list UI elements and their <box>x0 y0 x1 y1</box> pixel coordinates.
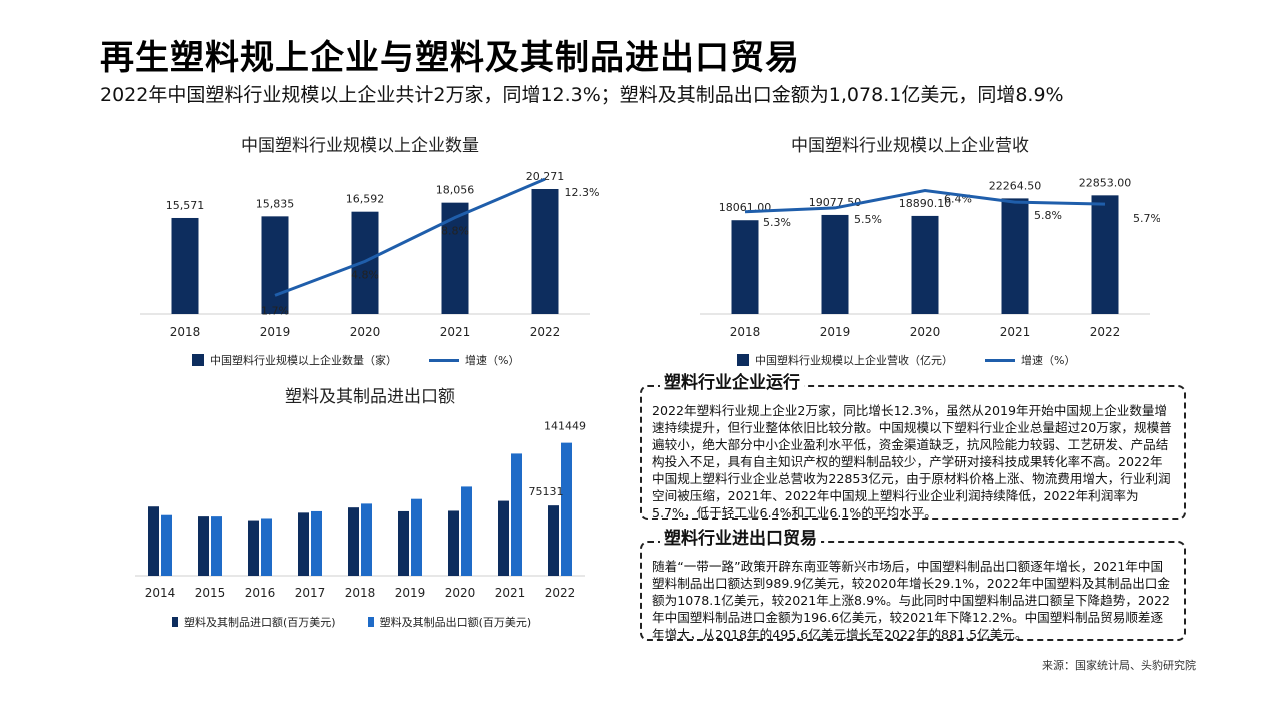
chart3-legend: 塑料及其制品进口额(百万美元) 塑料及其制品出口额(百万美元) <box>172 614 557 630</box>
legend-swatch-export <box>367 617 374 627</box>
chart2-title: 中国塑料行业规模以上企业营收 <box>791 136 1029 156</box>
bar <box>441 202 469 314</box>
legend-label-import: 塑料及其制品进口额(百万美元) <box>184 616 336 629</box>
export-bar <box>561 442 572 576</box>
x-tick-label: 2022 <box>545 586 576 600</box>
growth-rate-label: 8.8% <box>441 225 469 238</box>
export-bar <box>511 453 522 576</box>
import-bar <box>398 510 409 576</box>
growth-rate-label: 5.7% <box>1133 212 1160 225</box>
x-tick-label: 2018 <box>730 325 761 339</box>
import-bar <box>498 500 509 576</box>
import-bar <box>548 505 559 576</box>
bar-value-label: 22264.50 <box>989 179 1042 192</box>
bar-value-label: 20,271 <box>526 170 565 183</box>
x-tick-label: 2020 <box>350 325 381 339</box>
import-bar <box>148 506 159 576</box>
bar <box>261 216 289 314</box>
growth-rate-label: 5.3% <box>763 216 791 229</box>
legend-label-export: 塑料及其制品出口额(百万美元) <box>379 616 532 629</box>
page-title: 再生塑料规上企业与塑料及其制品进出口贸易 <box>100 38 800 78</box>
info-box-trade: 塑料行业进出口贸易 随着“一带一路”政策开辟东南亚等新兴市场后，中国塑料制品出口… <box>640 531 1186 642</box>
chart1-title: 中国塑料行业规模以上企业数量 <box>241 136 479 156</box>
legend-label-growth: 增速（%） <box>465 354 520 367</box>
import-bar <box>298 512 309 576</box>
export-bar <box>261 518 272 576</box>
bar <box>911 215 939 314</box>
info-box-trade-title: 塑料行业进出口贸易 <box>660 531 821 548</box>
import-bar <box>448 510 459 576</box>
x-tick-label: 2018 <box>345 586 376 600</box>
bar <box>821 214 849 314</box>
chart3-import-export: 2014 2015 2016 2017 2018 2019 2020 2021 2022 7513… <box>135 420 586 600</box>
bar-value-label: 18,056 <box>436 184 475 197</box>
export-bar <box>311 510 322 576</box>
growth-rate-label: 5.5% <box>854 213 882 226</box>
legend-swatch-bar <box>737 354 749 366</box>
legend-label-count: 中国塑料行业规模以上企业数量（家） <box>210 354 397 367</box>
bar-value-label: 22853.00 <box>1079 176 1132 189</box>
import-bar <box>348 507 359 576</box>
chart1-enterprise-count: 15,571 2018 15,835 2019 1.7% 16,592 2020 4.8% 18… <box>140 170 600 339</box>
export-bar <box>161 514 172 576</box>
bar <box>171 217 199 314</box>
page-subtitle: 2022年中国塑料行业规模以上企业共计2万家，同增12.3%；塑料及其制品出口金… <box>100 84 1064 106</box>
legend-swatch-line <box>985 358 1015 362</box>
x-tick-label: 2021 <box>1000 325 1031 339</box>
bar <box>1001 198 1029 314</box>
x-tick-label: 2020 <box>910 325 941 339</box>
legend-label-revenue: 中国塑料行业规模以上企业营收（亿元） <box>755 354 953 367</box>
legend-label-growth: 增速（%） <box>1021 354 1076 367</box>
info-box-operation-text: 2022年塑料行业规上企业2万家，同比增长12.3%，虽然从2019年开始中国规… <box>652 403 1172 520</box>
chart2-legend: 中国塑料行业规模以上企业营收（亿元） 增速（%） <box>737 352 1101 368</box>
x-tick-label: 2019 <box>260 325 291 339</box>
x-tick-label: 2022 <box>530 325 561 339</box>
import-value-label: 75131 <box>529 485 564 498</box>
legend-swatch-line <box>429 358 459 362</box>
bar <box>531 188 559 314</box>
source-note: 来源：国家统计局、头豹研究院 <box>1042 659 1196 672</box>
x-tick-label: 2022 <box>1090 325 1121 339</box>
bar-value-label: 15,571 <box>166 199 205 212</box>
import-bar <box>198 516 209 576</box>
growth-rate-label: 1.7% <box>261 304 289 317</box>
growth-rate-line <box>274 177 546 297</box>
x-tick-label: 2014 <box>145 586 176 600</box>
x-tick-label: 2020 <box>445 586 476 600</box>
x-tick-label: 2021 <box>440 325 471 339</box>
chart2-enterprise-revenue: 18061.0020185.3%19077.5020195.5%18890.10… <box>700 176 1160 339</box>
chart3-title: 塑料及其制品进出口额 <box>285 387 455 407</box>
info-box-operation-title: 塑料行业企业运行 <box>660 375 804 392</box>
growth-rate-line <box>744 189 1106 214</box>
export-bar <box>411 498 422 576</box>
growth-rate-label: 12.3% <box>565 186 600 199</box>
growth-rate-label: 5.8% <box>1034 209 1062 222</box>
info-box-trade-text: 随着“一带一路”政策开辟东南亚等新兴市场后，中国塑料制品出口额逐年增长，2021… <box>652 559 1170 642</box>
info-box-operation: 塑料行业企业运行 2022年塑料行业规上企业2万家，同比增长12.3%，虽然从2… <box>640 375 1186 520</box>
legend-swatch-bar <box>192 354 204 366</box>
chart1-legend: 中国塑料行业规模以上企业数量（家） 增速（%） <box>192 352 545 368</box>
x-tick-label: 2016 <box>245 586 276 600</box>
bar <box>1091 195 1119 314</box>
export-bar <box>211 516 222 576</box>
legend-swatch-import <box>172 617 178 627</box>
export-value-label: 141449 <box>544 420 586 433</box>
x-tick-label: 2021 <box>495 586 526 600</box>
bar-value-label: 15,835 <box>256 197 295 210</box>
bar-value-label: 16,592 <box>346 193 385 206</box>
export-bar <box>361 503 372 576</box>
import-bar <box>248 520 259 576</box>
x-tick-label: 2017 <box>295 586 326 600</box>
x-tick-label: 2019 <box>820 325 851 339</box>
x-tick-label: 2018 <box>170 325 201 339</box>
x-tick-label: 2019 <box>395 586 426 600</box>
export-bar <box>461 486 472 576</box>
growth-rate-label: 4.8% <box>351 268 379 281</box>
bar-value-label: 18890.10 <box>899 197 952 210</box>
bar <box>731 220 759 314</box>
x-tick-label: 2015 <box>195 586 226 600</box>
